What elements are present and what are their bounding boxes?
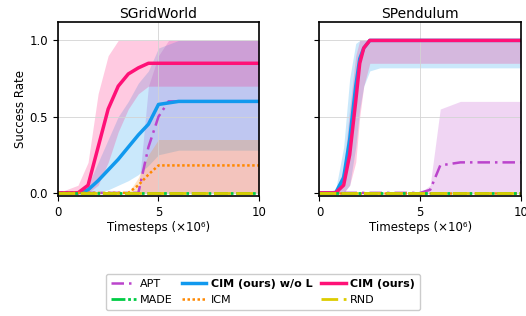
X-axis label: Timesteps (×10⁶): Timesteps (×10⁶) (107, 222, 210, 234)
Title: SPendulum: SPendulum (381, 7, 459, 21)
Title: SGridWorld: SGridWorld (119, 7, 197, 21)
Legend: APT, MADE, CIM (ours) w/o L, ICM, CIM (ours), RND: APT, MADE, CIM (ours) w/o L, ICM, CIM (o… (106, 274, 420, 310)
Y-axis label: Success Rate: Success Rate (14, 70, 27, 148)
X-axis label: Timesteps (×10⁶): Timesteps (×10⁶) (369, 222, 472, 234)
